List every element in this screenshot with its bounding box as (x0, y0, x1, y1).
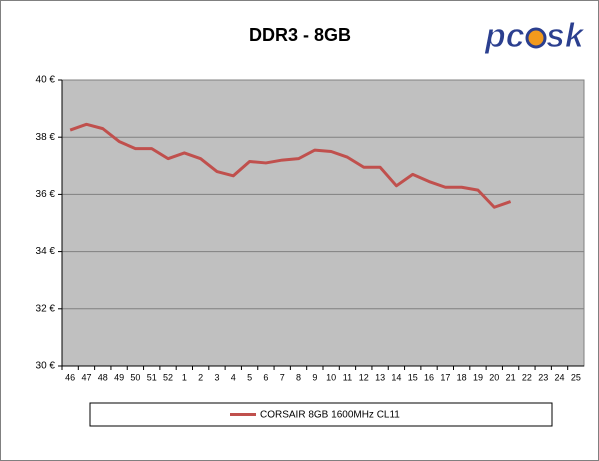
logo-flame (525, 27, 547, 49)
x-tick-label: 50 (130, 372, 140, 382)
x-tick-label: 14 (391, 372, 401, 382)
x-tick-label: 21 (506, 372, 516, 382)
y-tick-label: 30 € (36, 361, 56, 372)
x-tick-label: 7 (280, 372, 285, 382)
x-tick-label: 10 (326, 372, 336, 382)
x-tick-label: 13 (375, 372, 385, 382)
x-tick-label: 49 (114, 372, 124, 382)
logo: pc sk (484, 16, 587, 55)
x-tick-label: 12 (359, 372, 369, 382)
y-tick-label: 32 € (36, 303, 56, 314)
logo-right: sk (546, 17, 586, 55)
x-tick-label: 25 (571, 372, 581, 382)
x-tick-label: 23 (538, 372, 548, 382)
x-tick-label: 11 (343, 372, 352, 382)
x-tick-label: 47 (81, 372, 91, 382)
x-tick-label: 19 (473, 372, 483, 382)
y-tick-label: 40 € (36, 75, 56, 86)
x-tick-label: 20 (489, 372, 499, 382)
x-tick-label: 22 (522, 372, 532, 382)
x-tick-label: 3 (214, 372, 219, 382)
x-tick-label: 52 (163, 372, 173, 382)
x-tick-label: 5 (247, 372, 252, 382)
x-tick-label: 9 (312, 372, 317, 382)
legend (89, 402, 553, 427)
x-tick-label: 1 (182, 372, 187, 382)
chart-title: DDR3 - 8GB (249, 25, 351, 45)
x-tick-label: 8 (296, 372, 301, 382)
x-tick-label: 46 (65, 372, 75, 382)
x-tick-label: 48 (98, 372, 108, 382)
x-tick-label: 51 (147, 372, 157, 382)
y-tick-label: 36 € (36, 189, 56, 200)
x-tick-label: 16 (424, 372, 434, 382)
y-tick-label: 34 € (36, 246, 56, 257)
series-line (69, 122, 512, 209)
logo-left: pc (484, 17, 525, 55)
x-tick-label: 6 (263, 372, 268, 382)
x-tick-label: 15 (408, 372, 418, 382)
x-tick-label: 17 (440, 372, 450, 382)
x-tick-label: 18 (457, 372, 467, 382)
x-tick-label: 2 (198, 372, 203, 382)
legend-label: CORSAIR 8GB 1600MHz CL11 (260, 410, 400, 421)
x-tick-label: 4 (231, 372, 236, 382)
plot-area (61, 79, 585, 367)
x-tick-label: 24 (555, 372, 565, 382)
y-tick-label: 38 € (36, 132, 56, 143)
